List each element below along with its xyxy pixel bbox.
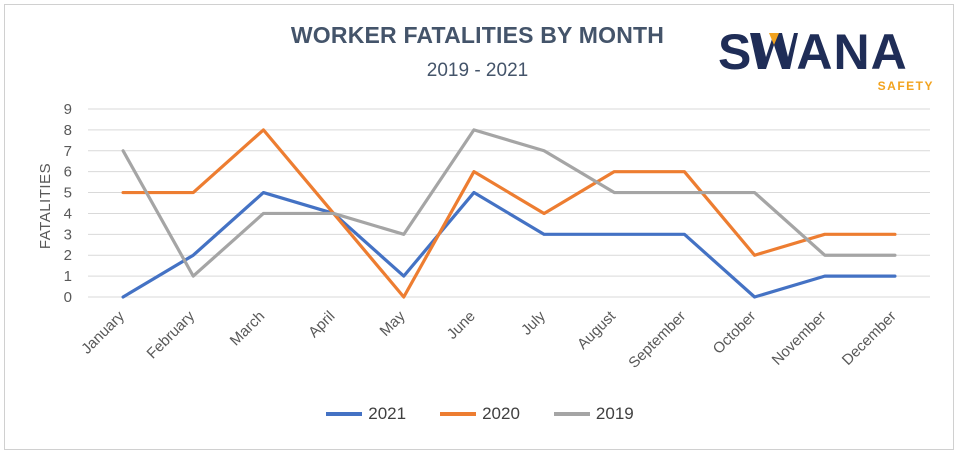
legend-swatch: [326, 412, 363, 416]
x-tick-label: September: [625, 308, 689, 372]
x-tick-label: August: [574, 307, 620, 353]
logo-wordmark: S ANA: [718, 24, 908, 80]
legend-label: 2021: [368, 404, 407, 423]
y-tick-label: 3: [64, 226, 72, 243]
legend-label: 2020: [482, 404, 520, 423]
legend-label: 2019: [595, 404, 634, 423]
logo-w-chevron-icon: [750, 33, 799, 69]
chart-title: WORKER FATALITIES BY MONTH: [290, 22, 665, 48]
y-axis-label: FATALITIES: [37, 163, 54, 249]
series-line-2020: [121, 128, 897, 299]
legend-item-2020: 2020: [440, 404, 520, 424]
series-line-2021: [121, 190, 897, 299]
y-tick-label: 9: [64, 101, 72, 118]
y-tick-label: 6: [64, 164, 72, 181]
x-tick-label: January: [78, 307, 128, 357]
legend-item-2019: 2019: [553, 404, 634, 424]
series-line-2019: [121, 128, 897, 278]
x-tick-label: April: [305, 308, 338, 341]
y-tick-label: 5: [64, 185, 72, 202]
chart-legend: 2021 2020 2019: [0, 404, 960, 424]
legend-swatch: [553, 412, 590, 416]
chart-subtitle: 2019 - 2021: [426, 60, 529, 81]
x-tick-label: March: [227, 308, 268, 349]
swana-logo: S ANA SAFETY: [718, 24, 940, 96]
x-tick-label: October: [710, 308, 760, 358]
y-tick-label: 2: [64, 247, 72, 264]
y-tick-label: 7: [64, 143, 72, 160]
chart-frame: [4, 4, 954, 450]
y-tick-label: 0: [64, 289, 72, 306]
y-tick-label: 8: [64, 122, 72, 139]
y-tick-label: 4: [64, 205, 72, 222]
legend-swatch: [440, 412, 477, 416]
legend-item-2021: 2021: [326, 404, 406, 424]
x-tick-label: February: [144, 307, 199, 362]
x-tick-label: May: [377, 307, 409, 339]
x-tick-label: July: [518, 307, 549, 338]
x-tick-label: November: [769, 308, 830, 369]
logo-subtext: SAFETY: [877, 79, 934, 93]
x-tick-label: December: [839, 308, 900, 369]
y-tick-label: 1: [64, 268, 72, 285]
x-tick-label: June: [444, 308, 479, 343]
